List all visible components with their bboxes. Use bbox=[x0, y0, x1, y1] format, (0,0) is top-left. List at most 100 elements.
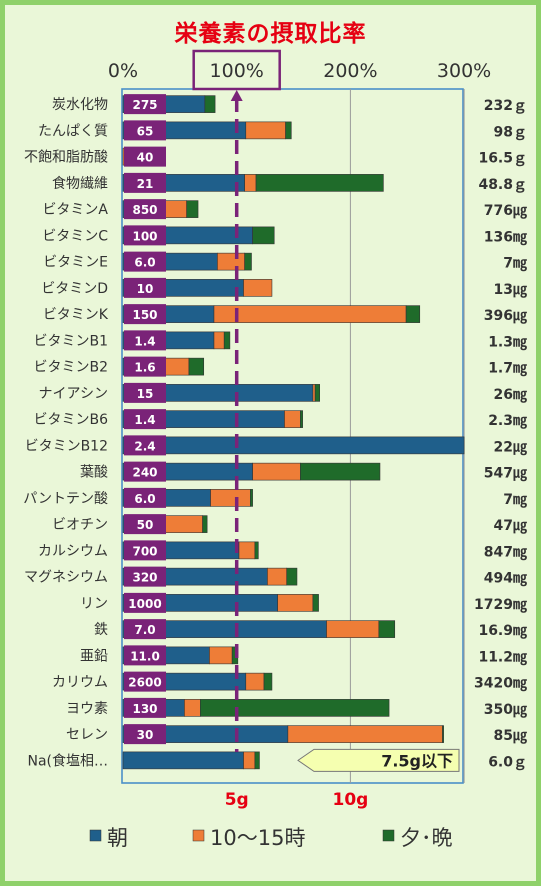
goal-value: 6.0 bbox=[134, 256, 155, 270]
bar-segment-noon bbox=[267, 567, 288, 586]
bar-segment-evening bbox=[188, 357, 205, 376]
bar-segment-evening bbox=[186, 200, 199, 218]
goal-value-box bbox=[124, 592, 166, 613]
category-label: カリウム bbox=[52, 675, 108, 691]
goal-value: 130 bbox=[132, 702, 157, 716]
intake-value: 847㎎ bbox=[484, 544, 527, 561]
goal-value: 850 bbox=[132, 203, 157, 217]
x-tick-label: 200% bbox=[323, 60, 377, 82]
goal-value-box bbox=[124, 487, 166, 508]
intake-value: 776㎍ bbox=[484, 203, 527, 220]
category-label: 炭水化物 bbox=[52, 97, 108, 113]
goal-value-box bbox=[124, 619, 166, 640]
goal-value-box bbox=[124, 566, 166, 587]
intake-value: 85㎍ bbox=[494, 728, 527, 745]
intake-value: 7㎎ bbox=[503, 256, 527, 273]
reference-line-arrowhead bbox=[230, 90, 243, 101]
goal-value: 40 bbox=[137, 151, 154, 165]
bar-segment-evening bbox=[442, 725, 444, 743]
bar-segment-evening bbox=[314, 384, 321, 402]
intake-value: 3420㎎ bbox=[474, 676, 527, 693]
goal-value-box bbox=[124, 671, 166, 692]
category-label: リン bbox=[80, 596, 108, 612]
intake-value: 98ｇ bbox=[494, 124, 527, 141]
intake-value: 1.3㎎ bbox=[488, 334, 527, 351]
category-label: パントテン酸 bbox=[23, 491, 108, 507]
category-label: ビタミンD bbox=[41, 281, 108, 297]
category-label: 食物繊維 bbox=[52, 175, 108, 192]
intake-value: 13㎍ bbox=[494, 282, 527, 299]
intake-value: 16.5ｇ bbox=[478, 151, 527, 168]
reference-tick-box bbox=[192, 49, 281, 91]
category-label: ビタミンB2 bbox=[33, 360, 108, 376]
category-label: ヨウ素 bbox=[66, 701, 108, 717]
intake-value: 47㎍ bbox=[494, 518, 527, 535]
goal-value: 1.4 bbox=[134, 334, 155, 348]
goal-value: 320 bbox=[132, 571, 157, 585]
goal-value: 100 bbox=[132, 229, 157, 243]
intake-value: 1729㎎ bbox=[474, 597, 527, 614]
goal-value: 240 bbox=[132, 466, 157, 480]
x-tick-label: 0% bbox=[108, 60, 138, 82]
bar-segment-noon bbox=[245, 672, 265, 691]
bar-segment-noon bbox=[284, 410, 301, 428]
bar-segment-evening bbox=[252, 226, 275, 245]
intake-value: 2.3㎎ bbox=[488, 413, 527, 430]
goal-value-box bbox=[124, 251, 166, 272]
category-label: ナイアシン bbox=[39, 386, 108, 402]
plot-border bbox=[121, 88, 464, 784]
goal-value-box bbox=[124, 330, 166, 351]
salt-bar-segment-morning bbox=[122, 751, 244, 770]
legend-square-icon bbox=[382, 829, 395, 842]
goal-value: 7.0 bbox=[134, 623, 155, 637]
goal-value: 150 bbox=[132, 308, 157, 322]
bar-segment-noon bbox=[277, 594, 314, 612]
category-label: 不飽和脂肪酸 bbox=[24, 149, 108, 166]
bar-segment-noon bbox=[163, 200, 187, 218]
salt-bar-segment-noon bbox=[243, 751, 256, 770]
bar-segment-morning bbox=[122, 436, 465, 455]
intake-value: 22㎍ bbox=[494, 439, 527, 456]
bar-segment-noon bbox=[213, 331, 225, 350]
goal-value-box bbox=[124, 697, 166, 718]
intake-value: 7㎎ bbox=[503, 492, 527, 509]
bar-segment-noon bbox=[244, 174, 257, 192]
bar-segment-noon bbox=[312, 384, 316, 402]
intake-value: 232ｇ bbox=[484, 98, 527, 115]
goal-value: 2600 bbox=[128, 676, 161, 690]
category-label: カルシウム bbox=[38, 543, 108, 559]
bar-segment-evening bbox=[285, 121, 292, 140]
intake-value: 6.0ｇ bbox=[488, 754, 527, 771]
intake-value: 48.8ｇ bbox=[478, 177, 527, 194]
bar-segment-noon bbox=[238, 541, 256, 560]
goal-value: 1.6 bbox=[134, 361, 155, 375]
goal-value-box bbox=[124, 382, 166, 403]
bar-segment-evening bbox=[244, 252, 252, 271]
category-label: マグネシウム bbox=[24, 570, 108, 586]
salt-goal-arrow bbox=[297, 748, 460, 772]
intake-value: 350㎍ bbox=[484, 702, 527, 719]
goal-value-box bbox=[124, 172, 166, 193]
goal-value-box bbox=[124, 94, 166, 115]
bar-segment-noon bbox=[245, 121, 286, 140]
goal-value-box bbox=[124, 409, 166, 430]
bar-segment-evening bbox=[300, 410, 303, 428]
goal-value: 275 bbox=[132, 98, 157, 112]
salt-bar-segment-evening bbox=[254, 751, 260, 770]
legend-label: 夕･晩 bbox=[400, 826, 453, 850]
chart-title: 栄養素の摂取比率 bbox=[174, 21, 367, 47]
intake-value: 11.2㎎ bbox=[478, 649, 527, 666]
category-label: ビタミンB1 bbox=[33, 333, 108, 349]
salt-axis-tick: 10g bbox=[332, 790, 368, 810]
category-label: ビタミンE bbox=[43, 255, 108, 271]
goal-value: 1.4 bbox=[134, 413, 155, 427]
bar-segment-noon bbox=[243, 279, 273, 297]
goal-value-box bbox=[124, 356, 166, 377]
goal-value-box bbox=[124, 304, 166, 325]
goal-value: 65 bbox=[137, 124, 154, 138]
goal-value: 1000 bbox=[128, 597, 161, 611]
goal-value-box bbox=[124, 225, 166, 246]
goal-value-box bbox=[124, 645, 166, 666]
category-label: ビタミンK bbox=[43, 307, 109, 323]
